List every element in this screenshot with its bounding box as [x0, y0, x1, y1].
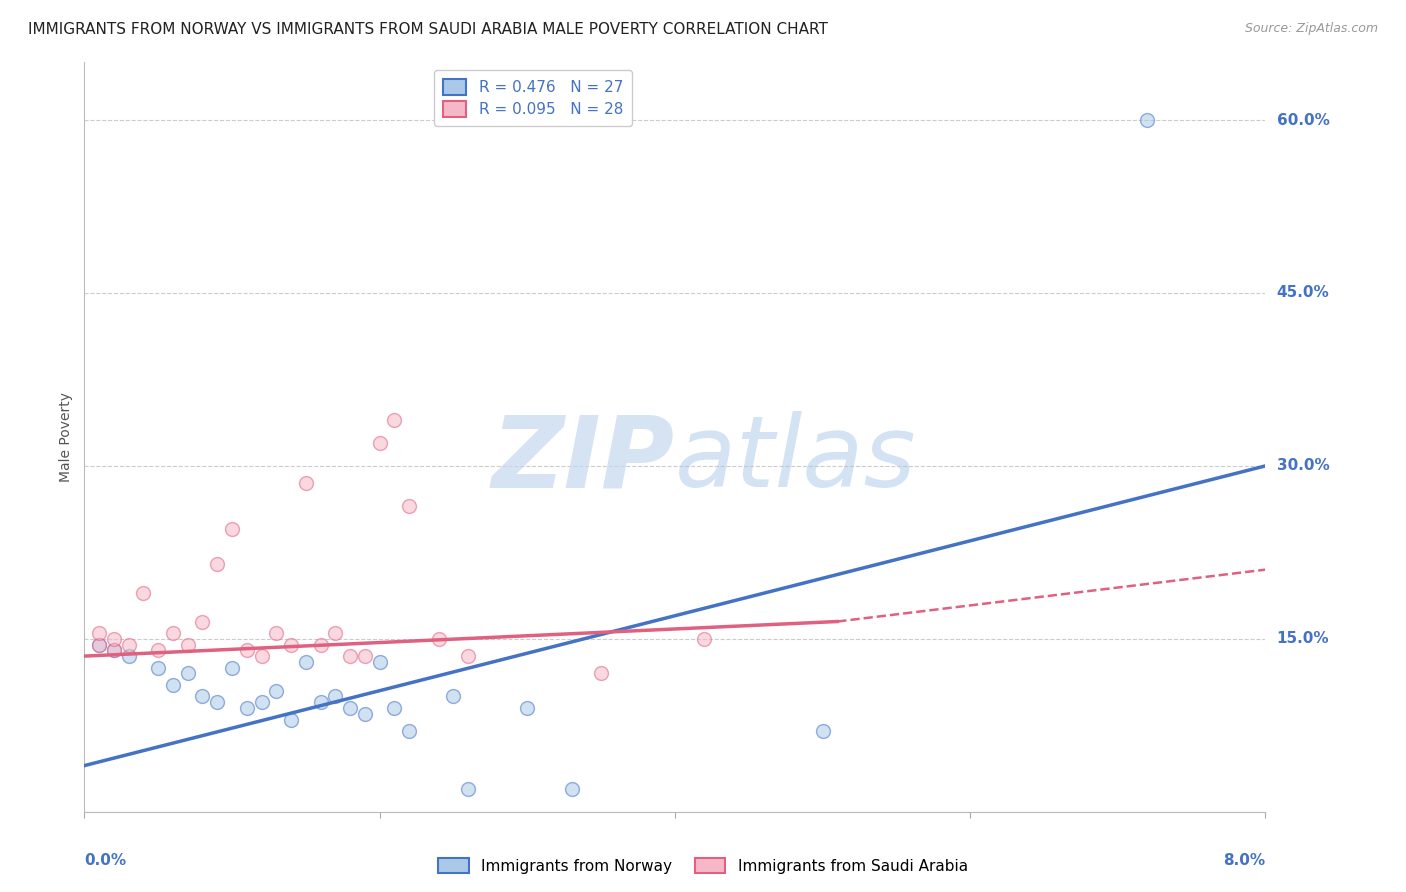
Point	[309, 695, 332, 709]
Point	[87, 638, 111, 652]
Text: 8.0%: 8.0%	[1223, 853, 1265, 868]
Point	[132, 585, 155, 599]
Point	[591, 666, 613, 681]
Point	[103, 643, 125, 657]
Point	[103, 643, 125, 657]
Point	[295, 476, 318, 491]
Text: 30.0%: 30.0%	[1277, 458, 1329, 474]
Point	[148, 643, 170, 657]
Point	[221, 522, 243, 536]
Point	[87, 626, 111, 640]
Point	[516, 701, 538, 715]
Y-axis label: Male Poverty: Male Poverty	[59, 392, 73, 482]
Text: ZIP: ZIP	[492, 411, 675, 508]
Point	[191, 690, 214, 704]
Point	[250, 649, 273, 664]
Point	[191, 615, 214, 629]
Text: IMMIGRANTS FROM NORWAY VS IMMIGRANTS FROM SAUDI ARABIA MALE POVERTY CORRELATION : IMMIGRANTS FROM NORWAY VS IMMIGRANTS FRO…	[28, 22, 828, 37]
Point	[207, 557, 229, 571]
Text: Source: ZipAtlas.com: Source: ZipAtlas.com	[1244, 22, 1378, 36]
Legend: Immigrants from Norway, Immigrants from Saudi Arabia: Immigrants from Norway, Immigrants from …	[432, 852, 974, 880]
Point	[1136, 113, 1159, 128]
Point	[235, 643, 259, 657]
Point	[280, 638, 302, 652]
Point	[398, 724, 420, 739]
Point	[427, 632, 450, 646]
Point	[207, 695, 229, 709]
Point	[354, 706, 377, 721]
Point	[443, 690, 465, 704]
Text: 45.0%: 45.0%	[1277, 285, 1329, 301]
Point	[148, 660, 170, 674]
Point	[87, 638, 111, 652]
Point	[561, 781, 583, 796]
Point	[118, 638, 141, 652]
Point	[354, 649, 377, 664]
Text: atlas: atlas	[675, 411, 917, 508]
Text: 15.0%: 15.0%	[1277, 632, 1329, 647]
Text: 60.0%: 60.0%	[1277, 112, 1330, 128]
Point	[339, 649, 361, 664]
Point	[221, 660, 243, 674]
Legend: R = 0.476   N = 27, R = 0.095   N = 28: R = 0.476 N = 27, R = 0.095 N = 28	[434, 70, 633, 127]
Point	[339, 701, 361, 715]
Text: 0.0%: 0.0%	[84, 853, 127, 868]
Point	[162, 678, 184, 692]
Point	[325, 690, 347, 704]
Point	[325, 626, 347, 640]
Point	[280, 713, 302, 727]
Point	[235, 701, 259, 715]
Point	[295, 655, 318, 669]
Point	[177, 638, 200, 652]
Point	[384, 413, 406, 427]
Point	[264, 626, 288, 640]
Point	[118, 649, 141, 664]
Point	[384, 701, 406, 715]
Point	[693, 632, 716, 646]
Point	[368, 655, 391, 669]
Point	[368, 435, 391, 450]
Point	[811, 724, 834, 739]
Point	[457, 649, 479, 664]
Point	[162, 626, 184, 640]
Point	[264, 683, 288, 698]
Point	[177, 666, 200, 681]
Point	[309, 638, 332, 652]
Point	[103, 632, 125, 646]
Point	[250, 695, 273, 709]
Point	[398, 500, 420, 514]
Point	[457, 781, 479, 796]
